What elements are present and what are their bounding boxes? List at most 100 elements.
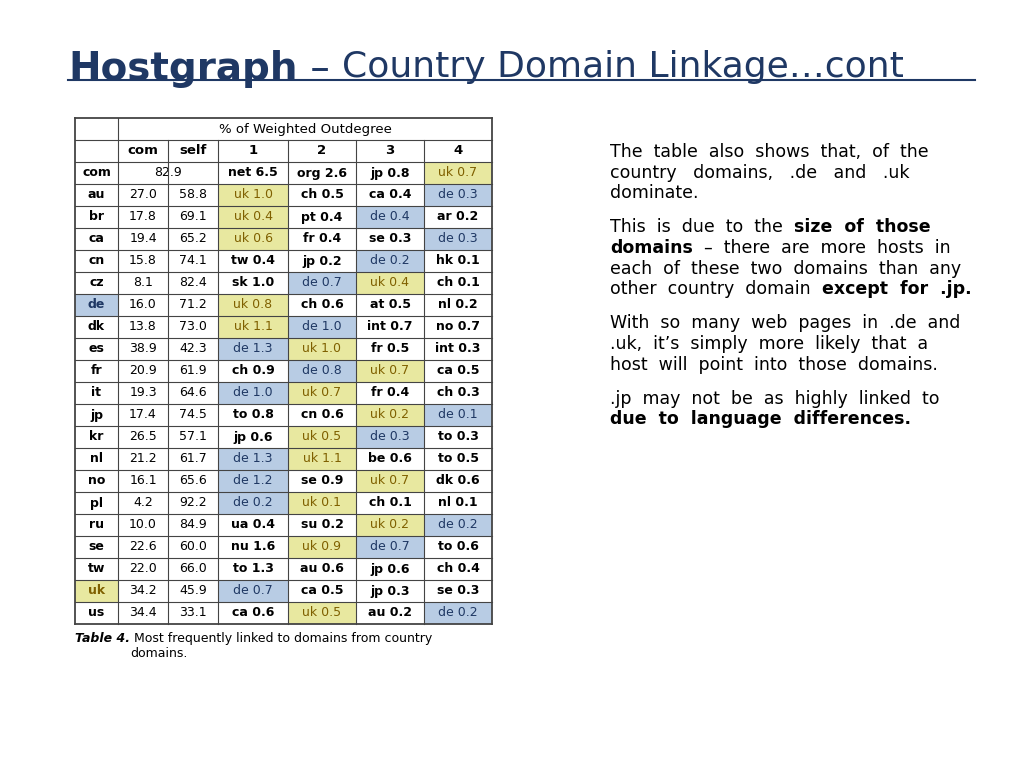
Text: au 0.2: au 0.2 (368, 607, 412, 620)
Text: 60.0: 60.0 (179, 541, 207, 554)
Text: 74.5: 74.5 (179, 409, 207, 422)
Text: uk 0.7: uk 0.7 (438, 167, 477, 180)
Text: ch 0.1: ch 0.1 (369, 496, 412, 509)
Text: uk 0.4: uk 0.4 (233, 210, 272, 223)
Bar (218, 470, 288, 492)
Text: de 0.2: de 0.2 (438, 518, 478, 531)
Text: fr: fr (91, 365, 102, 378)
Text: Hostgraph: Hostgraph (68, 50, 298, 88)
Text: se 0.3: se 0.3 (369, 233, 412, 246)
Text: de 0.3: de 0.3 (438, 233, 478, 246)
Text: ca 0.5: ca 0.5 (437, 365, 479, 378)
Bar (288, 536, 356, 558)
Text: no 0.7: no 0.7 (436, 320, 480, 333)
Bar (288, 360, 356, 382)
Text: to 0.8: to 0.8 (232, 409, 273, 422)
Text: de 0.2: de 0.2 (438, 607, 478, 620)
Text: 17.8: 17.8 (129, 210, 157, 223)
Text: size  of  those: size of those (794, 219, 931, 237)
Text: .jp  may  not  be  as  highly  linked  to: .jp may not be as highly linked to (610, 390, 939, 408)
Text: de: de (88, 299, 105, 312)
Text: .uk,  it’s  simply  more  likely  that  a: .uk, it’s simply more likely that a (610, 335, 928, 353)
Bar (356, 250, 424, 272)
Text: uk 1.1: uk 1.1 (233, 320, 272, 333)
Text: net 6.5: net 6.5 (228, 167, 278, 180)
Bar (356, 536, 424, 558)
Bar (356, 272, 424, 294)
Text: ca 0.4: ca 0.4 (369, 188, 412, 201)
Text: com: com (82, 167, 111, 180)
Text: ca 0.6: ca 0.6 (231, 607, 274, 620)
Text: au: au (88, 188, 105, 201)
Text: uk 1.0: uk 1.0 (233, 188, 272, 201)
Text: cn 0.6: cn 0.6 (301, 409, 343, 422)
Text: jp 0.2: jp 0.2 (302, 254, 342, 267)
Text: 71.2: 71.2 (179, 299, 207, 312)
Text: domains: domains (610, 239, 693, 257)
Text: uk 1.1: uk 1.1 (302, 452, 341, 465)
Text: ch 0.5: ch 0.5 (301, 188, 343, 201)
Text: uk 0.7: uk 0.7 (371, 475, 410, 488)
Text: au 0.6: au 0.6 (300, 562, 344, 575)
Text: ua 0.4: ua 0.4 (231, 518, 275, 531)
Text: dominate.: dominate. (610, 184, 698, 202)
Text: 4.2: 4.2 (133, 496, 153, 509)
Text: 74.1: 74.1 (179, 254, 207, 267)
Text: 69.1: 69.1 (179, 210, 207, 223)
Text: self: self (179, 144, 207, 157)
Text: The  table  also  shows  that,  of  the: The table also shows that, of the (610, 143, 929, 161)
Bar (356, 470, 424, 492)
Text: uk 0.7: uk 0.7 (371, 365, 410, 378)
Text: uk 0.5: uk 0.5 (302, 431, 342, 443)
Bar (218, 206, 288, 228)
Text: de 1.0: de 1.0 (233, 386, 272, 399)
Text: 42.3: 42.3 (179, 343, 207, 356)
Text: to 0.3: to 0.3 (437, 431, 478, 443)
Text: each  of  these  two  domains  than  any: each of these two domains than any (610, 260, 962, 277)
Text: to 0.6: to 0.6 (437, 541, 478, 554)
Text: 61.7: 61.7 (179, 452, 207, 465)
Text: su 0.2: su 0.2 (301, 518, 343, 531)
Text: org 2.6: org 2.6 (297, 167, 347, 180)
Text: 84.9: 84.9 (179, 518, 207, 531)
Text: –: – (298, 50, 342, 88)
Text: dk 0.6: dk 0.6 (436, 475, 480, 488)
Text: jp 0.6: jp 0.6 (233, 431, 272, 443)
Text: 8.1: 8.1 (133, 276, 153, 290)
Text: uk 1.0: uk 1.0 (302, 343, 341, 356)
Text: fr 0.4: fr 0.4 (371, 386, 410, 399)
Text: 66.0: 66.0 (179, 562, 207, 575)
Text: us: us (88, 607, 104, 620)
Text: int 0.7: int 0.7 (368, 320, 413, 333)
Text: kr: kr (89, 431, 103, 443)
Bar (288, 492, 356, 514)
Text: 57.1: 57.1 (179, 431, 207, 443)
Bar (75, 580, 118, 602)
Text: br: br (89, 210, 104, 223)
Text: ch 0.1: ch 0.1 (436, 276, 479, 290)
Text: de 0.2: de 0.2 (371, 254, 410, 267)
Bar (288, 316, 356, 338)
Text: 16.0: 16.0 (129, 299, 157, 312)
Text: se 0.3: se 0.3 (437, 584, 479, 598)
Text: host  will  point  into  those  domains.: host will point into those domains. (610, 356, 938, 373)
Text: 64.6: 64.6 (179, 386, 207, 399)
Text: uk 0.1: uk 0.1 (302, 496, 341, 509)
Text: tw 0.4: tw 0.4 (231, 254, 275, 267)
Text: ca 0.5: ca 0.5 (301, 584, 343, 598)
Text: 22.0: 22.0 (129, 562, 157, 575)
Bar (356, 514, 424, 536)
Bar (218, 294, 288, 316)
Text: 4: 4 (454, 144, 463, 157)
Text: de 0.2: de 0.2 (233, 496, 272, 509)
Text: ch 0.3: ch 0.3 (436, 386, 479, 399)
Text: 92.2: 92.2 (179, 496, 207, 509)
Text: jp 0.6: jp 0.6 (371, 562, 410, 575)
Bar (218, 580, 288, 602)
Bar (288, 272, 356, 294)
Bar (288, 602, 356, 624)
Text: uk 0.2: uk 0.2 (371, 409, 410, 422)
Text: 34.4: 34.4 (129, 607, 157, 620)
Text: 17.4: 17.4 (129, 409, 157, 422)
Text: jp: jp (90, 409, 103, 422)
